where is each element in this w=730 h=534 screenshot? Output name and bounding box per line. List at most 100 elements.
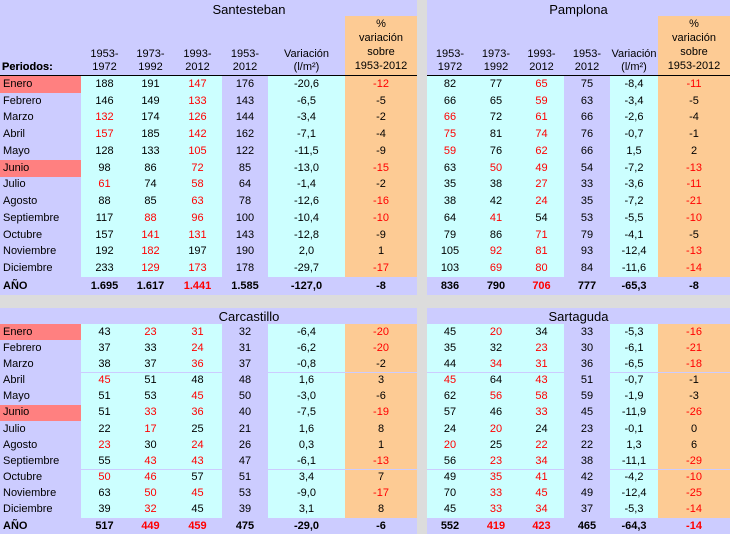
value-cell: -21	[658, 193, 730, 210]
value-cell: 45	[173, 485, 222, 502]
value-cell: -3	[658, 388, 730, 405]
total-value-cell: 1.617	[136, 279, 165, 292]
value-cell: 142	[173, 126, 222, 143]
value-cell: 27	[519, 176, 564, 194]
value-cell: 92	[473, 243, 519, 261]
value-cell: 72	[473, 109, 519, 127]
value-cell: 65	[519, 76, 564, 93]
value-cell: 56	[473, 388, 519, 405]
value-cell: 22	[81, 421, 128, 438]
value-cell: 133	[173, 92, 222, 110]
value-cell: -4	[345, 126, 417, 143]
value-cell: 42	[580, 471, 594, 484]
month-label: Febrero	[3, 94, 42, 107]
value-cell: 66	[427, 92, 473, 110]
value-cell: 24	[519, 193, 564, 210]
value-cell: 44	[427, 356, 473, 373]
value-cell: 22	[519, 437, 564, 454]
value-cell: 93	[580, 245, 594, 258]
divider-horizontal	[0, 295, 730, 308]
total-value-cell: 836	[440, 279, 460, 292]
month-label: Enero	[0, 76, 81, 93]
value-cell: 70	[427, 485, 473, 502]
value-cell: 43	[519, 372, 564, 389]
value-cell: -12	[345, 76, 417, 93]
value-cell: 23	[580, 422, 594, 435]
value-cell: 59	[427, 143, 473, 160]
total-value-cell: 552	[440, 519, 460, 532]
total-value-cell: -6	[376, 519, 386, 532]
value-cell: 178	[235, 262, 255, 275]
value-cell: 77	[473, 76, 519, 93]
value-cell: -20,6	[268, 76, 345, 93]
value-cell: 38	[473, 176, 519, 194]
value-cell: 45	[427, 372, 473, 389]
value-cell: 32	[238, 325, 252, 338]
value-cell: -2,6	[610, 109, 658, 127]
total-value-cell: -29,0	[293, 519, 320, 532]
value-cell: 76	[580, 128, 594, 141]
total-value-cell: 419	[486, 519, 506, 532]
col-header-period: 1953- 1972	[90, 48, 119, 73]
value-cell: 1,6	[268, 372, 345, 389]
month-label: Junio	[0, 404, 81, 421]
value-cell: 75	[427, 126, 473, 143]
month-label: Diciembre	[3, 262, 53, 275]
col-header-pct-variation: % variación sobre 1953-2012	[345, 16, 417, 76]
value-cell: 173	[173, 260, 222, 277]
value-cell: 126	[173, 109, 222, 127]
month-label: Septiembre	[3, 211, 60, 224]
value-cell: -5,3	[610, 324, 658, 341]
value-cell: -0,7	[610, 126, 658, 143]
value-cell: -0,1	[610, 421, 658, 438]
month-label: Octubre	[3, 471, 43, 484]
total-value-cell: 790	[486, 279, 506, 292]
value-cell: 61	[519, 109, 564, 127]
month-label: Abril	[3, 374, 26, 387]
total-value-cell: 777	[577, 279, 597, 292]
value-cell: 85	[238, 161, 252, 174]
value-cell: 43	[81, 324, 128, 341]
value-cell: -5	[345, 92, 417, 110]
month-label: Mayo	[3, 390, 30, 403]
value-cell: 3	[345, 372, 417, 389]
value-cell: 49	[519, 159, 564, 177]
value-cell: -2	[345, 176, 417, 194]
value-cell: 50	[81, 469, 128, 486]
value-cell: -6,4	[268, 324, 345, 341]
value-cell: -6,1	[268, 453, 345, 470]
value-cell: -18	[658, 356, 730, 373]
value-cell: 144	[235, 111, 255, 124]
value-cell: 66	[580, 111, 594, 124]
month-label: Mayo	[3, 144, 30, 157]
value-cell: 63	[580, 94, 594, 107]
col-header-period: 1973- 1992	[481, 48, 511, 73]
value-cell: 6	[658, 437, 730, 454]
value-cell: -13,0	[268, 159, 345, 177]
value-cell: -20	[345, 324, 417, 341]
value-cell: -3,4	[268, 109, 345, 127]
value-cell: -3,6	[610, 176, 658, 194]
value-cell: 20	[427, 437, 473, 454]
value-cell: 1,3	[610, 437, 658, 454]
value-cell: 33	[473, 501, 519, 518]
value-cell: -12,4	[610, 485, 658, 502]
header-underline	[427, 75, 730, 76]
col-header-pct-variation: % variación sobre 1953-2012	[658, 16, 730, 76]
col-header-period: 1953- 2012	[230, 48, 260, 73]
value-cell: 45	[519, 485, 564, 502]
value-cell: 1	[345, 243, 417, 261]
value-cell: 24	[519, 421, 564, 438]
value-cell: 49	[427, 469, 473, 486]
value-cell: 37	[580, 503, 594, 516]
value-cell: 23	[81, 437, 128, 454]
value-cell: 129	[128, 260, 173, 277]
value-cell: -5,5	[610, 210, 658, 227]
value-cell: 56	[427, 453, 473, 470]
value-cell: 24	[173, 437, 222, 454]
total-value-cell: 1.695	[90, 279, 119, 292]
table-title: Santesteban	[212, 1, 286, 17]
value-cell: 45	[427, 324, 473, 341]
value-cell: 37	[128, 356, 173, 373]
